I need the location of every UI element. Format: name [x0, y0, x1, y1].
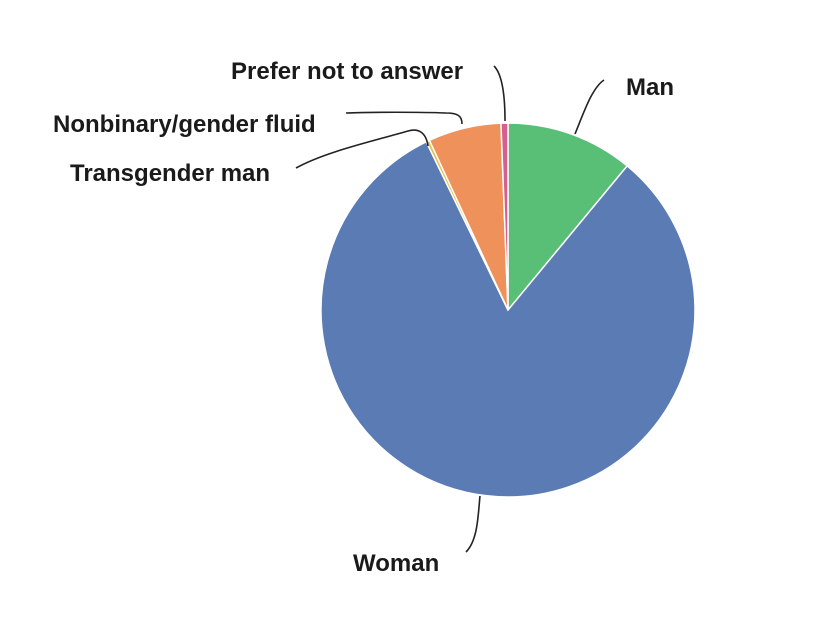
pie-slice-woman — [320, 140, 696, 498]
leader-line-woman — [465, 495, 481, 553]
slice-label-woman: Woman — [353, 550, 439, 577]
pie-slice-man — [507, 122, 629, 313]
pie-slice-prefer-not-to-answer — [500, 122, 509, 311]
leader-line-prefer-not — [493, 65, 506, 122]
slice-label-prefer-not: Prefer not to answer — [231, 58, 463, 85]
leader-line-man — [574, 79, 605, 135]
pie-slices — [320, 122, 696, 498]
leader-line-transgender-man — [295, 129, 429, 169]
slice-label-nonbinary: Nonbinary/gender fluid — [53, 111, 316, 138]
slice-label-man: Man — [626, 74, 674, 101]
slice-label-transgender-man: Transgender man — [70, 160, 270, 187]
leader-line-nonbinary — [345, 111, 463, 125]
